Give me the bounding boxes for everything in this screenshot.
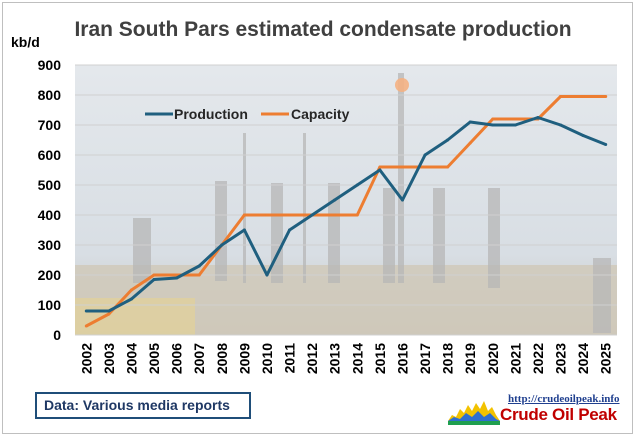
- x-tick-label: 2004: [123, 343, 139, 374]
- refinery-background: [75, 65, 617, 335]
- data-point-production: [333, 198, 337, 202]
- data-point-production: [197, 264, 201, 268]
- x-axis-ticks: 2002 2003 2004 2005 2006 2007 2008 2009 2010 2011…: [78, 343, 613, 374]
- data-point-production: [378, 168, 382, 172]
- data-point-capacity: [491, 117, 495, 121]
- brand-url-link[interactable]: http://crudeoilpeak.info: [508, 393, 620, 405]
- chart-title: Iran South Pars estimated condensate pro…: [74, 18, 571, 41]
- y-tick-label: 800: [38, 87, 62, 103]
- data-point-production: [175, 276, 179, 280]
- data-point-production: [129, 297, 133, 301]
- oil-peak-logo-icon: [448, 401, 500, 425]
- data-point-production: [581, 134, 585, 137]
- y-tick-label: 0: [53, 327, 61, 343]
- data-point-capacity: [378, 165, 382, 169]
- x-tick-label: 2020: [485, 343, 501, 374]
- data-point-production: [604, 143, 608, 146]
- data-point-production: [84, 309, 88, 313]
- x-tick-label: 2010: [259, 343, 275, 374]
- data-point-production: [446, 138, 450, 142]
- x-tick-label: 2018: [440, 343, 456, 374]
- y-tick-label: 600: [38, 147, 62, 163]
- x-tick-label: 2009: [236, 343, 252, 374]
- data-point-production: [242, 228, 246, 232]
- x-tick-label: 2022: [530, 343, 546, 374]
- data-point-production: [310, 213, 314, 217]
- x-tick-label: 2024: [575, 343, 591, 374]
- x-tick-label: 2025: [598, 343, 614, 374]
- data-point-production: [468, 120, 472, 124]
- y-axis-ticks: 0 100 200 300 400 500 600 700 800 900: [38, 57, 62, 343]
- x-tick-label: 2005: [146, 343, 162, 374]
- brand-name: Crude Oil Peak: [500, 405, 617, 424]
- data-point-production: [355, 183, 359, 187]
- y-tick-label: 200: [38, 267, 62, 283]
- y-tick-label: 400: [38, 207, 62, 223]
- data-point-capacity: [423, 165, 427, 169]
- x-tick-label: 2002: [78, 343, 94, 374]
- y-tick-label: 700: [38, 117, 62, 133]
- x-tick-label: 2006: [169, 343, 185, 374]
- series-line-capacity: [85, 95, 606, 328]
- y-tick-label: 300: [38, 237, 62, 253]
- data-point-capacity: [288, 213, 292, 217]
- legend-label-capacity: Capacity: [291, 106, 350, 122]
- data-point-capacity: [446, 165, 450, 169]
- data-point-capacity: [265, 213, 269, 217]
- data-point-capacity: [129, 288, 133, 292]
- data-point-capacity: [84, 324, 88, 328]
- data-point-capacity: [400, 165, 404, 169]
- brand-block: http://crudeoilpeak.info Crude Oil Peak: [448, 393, 620, 425]
- data-point-capacity: [559, 95, 563, 98]
- chart: Iran South Pars estimated condensate pro…: [11, 18, 617, 374]
- data-point-capacity: [468, 141, 472, 145]
- data-point-production: [152, 278, 156, 281]
- x-tick-label: 2015: [372, 343, 388, 374]
- data-point-production: [288, 228, 292, 232]
- data-point-production: [220, 243, 224, 247]
- data-point-capacity: [197, 273, 201, 277]
- data-point-capacity: [604, 95, 608, 98]
- legend-label-production: Production: [174, 106, 248, 122]
- data-point-production: [559, 123, 563, 127]
- x-tick-label: 2012: [304, 343, 320, 374]
- y-axis-label: kb/d: [11, 34, 40, 50]
- data-point-production: [423, 153, 427, 157]
- x-tick-label: 2019: [462, 343, 478, 374]
- data-point-production: [400, 198, 404, 202]
- data-point-capacity: [355, 213, 359, 217]
- x-tick-label: 2007: [191, 343, 207, 374]
- x-tick-label: 2017: [417, 343, 433, 374]
- x-tick-label: 2011: [282, 343, 298, 374]
- chart-frame: Iran South Pars estimated condensate pro…: [2, 2, 633, 434]
- series-lines: [84, 95, 608, 328]
- data-point-capacity: [152, 273, 156, 277]
- x-tick-label: 2008: [214, 343, 230, 374]
- y-tick-label: 500: [38, 177, 62, 193]
- data-source-note: Data: Various media reports: [35, 392, 251, 419]
- data-point-production: [513, 123, 517, 127]
- series-line-production: [86, 116, 607, 313]
- data-point-production: [107, 309, 111, 313]
- x-tick-label: 2014: [349, 343, 365, 374]
- y-tick-label: 100: [38, 297, 62, 313]
- data-point-capacity: [581, 95, 585, 98]
- data-point-production: [536, 116, 540, 119]
- data-point-capacity: [107, 312, 111, 316]
- y-tick-label: 900: [38, 57, 62, 73]
- legend: Production Capacity: [145, 106, 350, 122]
- x-tick-label: 2023: [553, 343, 569, 374]
- data-point-capacity: [175, 273, 179, 277]
- x-tick-label: 2016: [394, 343, 410, 374]
- x-tick-label: 2021: [507, 343, 523, 374]
- data-point-capacity: [242, 213, 246, 217]
- data-point-production: [265, 273, 269, 277]
- data-point-capacity: [333, 213, 337, 217]
- data-point-production: [491, 123, 495, 127]
- x-tick-label: 2003: [101, 343, 117, 374]
- x-tick-label: 2013: [327, 343, 343, 374]
- data-point-capacity: [513, 117, 517, 121]
